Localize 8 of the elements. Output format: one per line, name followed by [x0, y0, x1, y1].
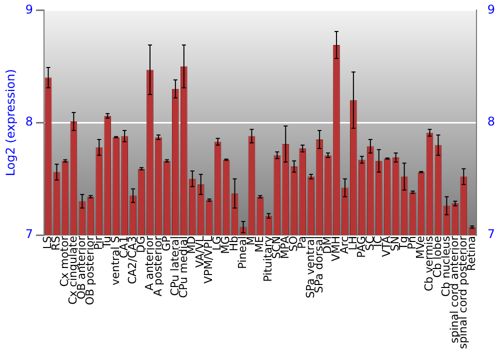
y-tick-label: 9 [25, 2, 34, 16]
x-tick-label: Pituitary [262, 236, 275, 282]
y-tick-label: 8 [25, 114, 34, 129]
y2-tick-label: 8 [487, 114, 496, 129]
y2-tick-label: 7 [487, 227, 496, 242]
y2-tick-label: 9 [487, 2, 496, 16]
y-axis-title: Log2 (expression) [3, 69, 18, 176]
y-tick-label: 7 [25, 227, 34, 242]
